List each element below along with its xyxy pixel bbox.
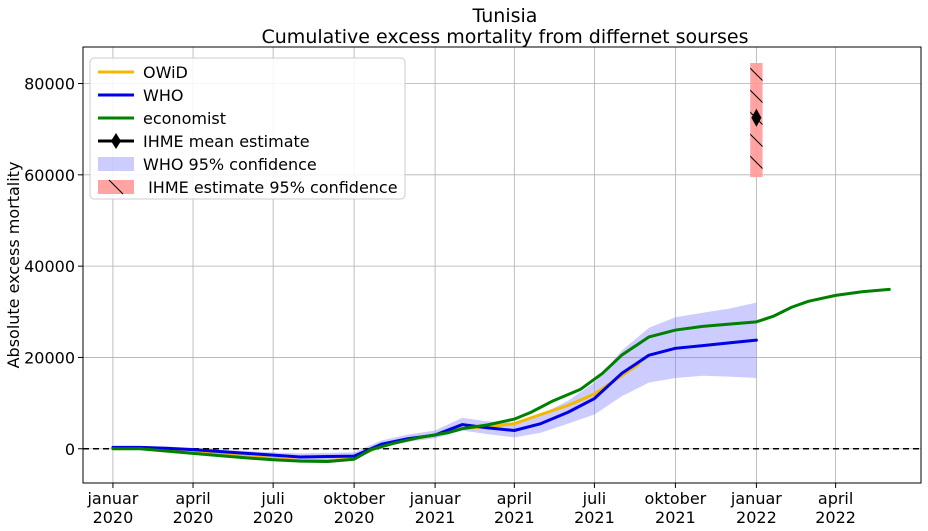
y-tick-label: 20000	[24, 348, 75, 367]
y-tick-label: 0	[65, 440, 75, 459]
x-tick-label: april	[818, 489, 853, 508]
x-tick-year: 2021	[494, 508, 535, 527]
x-tick-year: 2021	[574, 508, 615, 527]
x-tick-label: juli	[260, 489, 284, 508]
x-tick-label: april	[497, 489, 532, 508]
series-lines	[111, 287, 891, 464]
ihme-mean-estimate-legend-marker	[111, 133, 121, 149]
x-tick-label: juli	[582, 489, 606, 508]
x-tick-year: 2020	[253, 508, 294, 527]
x-tick-year: 2020	[173, 508, 214, 527]
x-tick-year: 2022	[736, 508, 777, 527]
plot-frame	[82, 46, 922, 484]
y-axis-label: Absolute excess mortality	[4, 162, 23, 369]
economist-legend-label: economist	[143, 109, 226, 128]
y-tick-label: 60000	[24, 166, 75, 185]
x-tick-year: 2020	[334, 508, 375, 527]
y-tick-label: 80000	[24, 75, 75, 94]
who-95-confidence-legend-label: WHO 95% confidence	[143, 155, 317, 174]
ihme-estimate-95-confidence-legend-hatch	[108, 179, 124, 195]
x-axis-ticks: januar2020april2020juli2020oktober2020ja…	[86, 483, 856, 527]
series-markers	[751, 108, 762, 127]
economist-series-line	[111, 287, 891, 464]
x-tick-year: 2022	[815, 508, 856, 527]
ihme-estimate-95-confidence-legend-label: IHME estimate 95% confidence	[143, 178, 398, 197]
x-tick-year: 2020	[93, 508, 134, 527]
legend-box	[89, 57, 406, 200]
chart-subtitle: Cumulative excess mortality from differn…	[262, 26, 749, 48]
chart-title: Tunisia	[472, 5, 538, 27]
x-tick-label: oktober	[645, 489, 707, 508]
y-tick-label: 40000	[24, 257, 75, 276]
x-tick-label: januar	[86, 489, 138, 508]
who-95-confidence-legend-swatch	[98, 157, 134, 171]
x-tick-label: januar	[730, 489, 782, 508]
who-95-confidence-band	[112, 302, 757, 461]
x-tick-year: 2021	[415, 508, 456, 527]
y-axis-ticks: 0 20000 40000 60000 80000	[24, 75, 83, 459]
x-tick-label: januar	[409, 489, 461, 508]
x-tick-year: 2021	[655, 508, 696, 527]
who-legend-label: WHO	[143, 86, 183, 105]
ihme-mean-estimate-legend-label: IHME mean estimate	[143, 132, 310, 151]
owid-legend-label: OWiD	[143, 63, 188, 82]
x-tick-label: oktober	[323, 489, 385, 508]
legend: OWiD WHO economist IHME mean estimate WHO 95…	[89, 57, 406, 200]
x-tick-label: april	[175, 489, 210, 508]
ihme-mean-estimate-marker	[751, 108, 762, 127]
